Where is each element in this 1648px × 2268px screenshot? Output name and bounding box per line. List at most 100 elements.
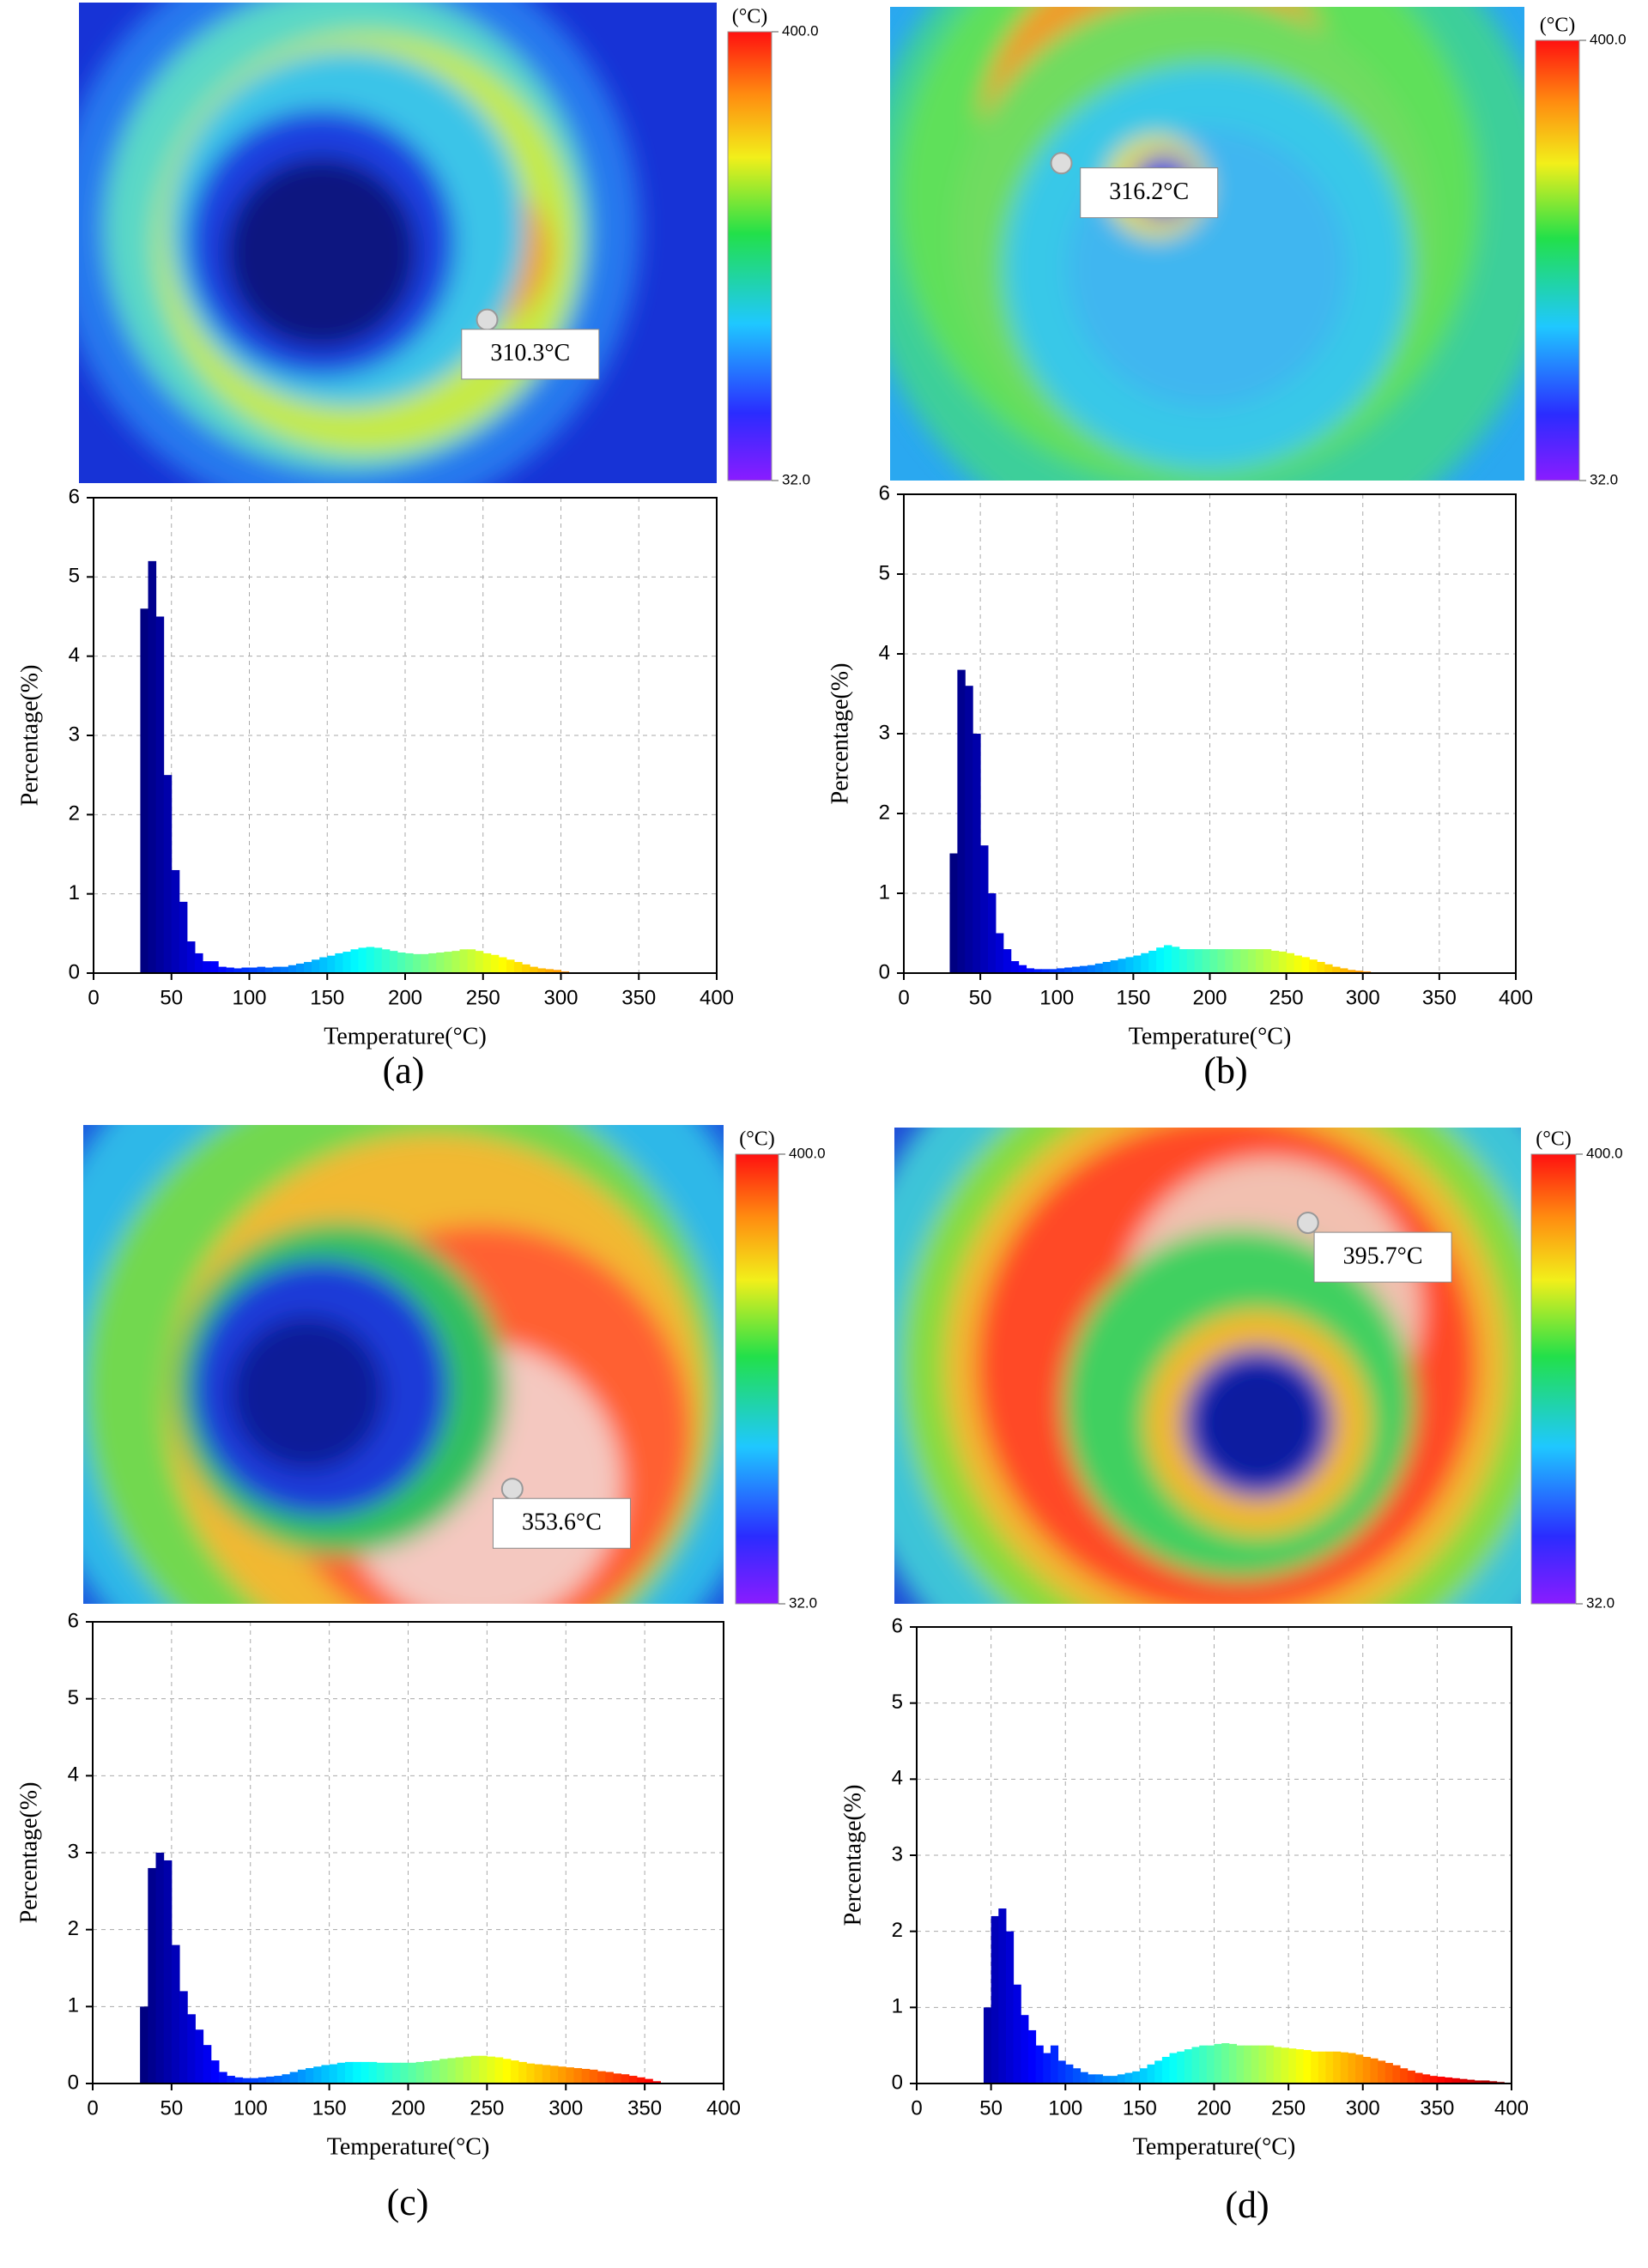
bar: [628, 2076, 638, 2084]
x-tick-label: 50: [969, 986, 992, 1009]
bar: [306, 2068, 314, 2084]
y-tick-label: 3: [69, 723, 80, 746]
bar: [289, 2071, 299, 2084]
bar: [226, 967, 234, 973]
bar: [1003, 949, 1012, 973]
y-tick-label: 2: [68, 1917, 79, 1940]
bar: [1354, 971, 1364, 973]
bar: [342, 952, 351, 973]
bar: [965, 686, 973, 973]
colorbar: [727, 31, 772, 481]
bar: [1244, 2045, 1252, 2084]
bar: [413, 953, 421, 973]
bar: [526, 2063, 535, 2084]
bar: [1258, 2045, 1267, 2084]
bar: [1467, 2079, 1475, 2084]
bar: [258, 2077, 267, 2084]
bar: [530, 966, 538, 973]
bar: [983, 2007, 992, 2084]
bar: [397, 952, 406, 973]
bar: [482, 953, 492, 973]
bar: [241, 967, 250, 973]
bar: [1295, 2049, 1304, 2084]
panel-label: (a): [383, 1049, 425, 1092]
x-tick-label: 250: [466, 986, 500, 1009]
bar: [1400, 2068, 1409, 2084]
thermal-image: [890, 7, 1524, 481]
bar: [455, 2057, 464, 2084]
y-tick-label: 2: [69, 802, 80, 826]
bar: [1270, 950, 1280, 973]
bar: [1325, 2051, 1334, 2084]
bar: [272, 966, 282, 973]
bar: [415, 2061, 425, 2084]
x-tick-label: 300: [543, 986, 578, 1009]
y-tick-label: 1: [879, 880, 890, 904]
y-tick-label: 1: [892, 1995, 903, 2018]
x-axis-label: Temperature(°C): [1129, 1023, 1292, 1049]
annotation: 310.3°C: [490, 340, 570, 366]
ring: [225, 156, 417, 348]
bar: [358, 947, 367, 973]
bar: [1133, 955, 1142, 973]
bar: [1080, 2071, 1088, 2084]
bar: [195, 2029, 204, 2084]
colorbar-tick-label: 32.0: [1586, 1594, 1615, 1611]
bar: [1164, 945, 1172, 973]
bar: [1057, 2060, 1066, 2084]
x-tick-label: 400: [700, 986, 734, 1009]
bar: [498, 957, 507, 973]
bar: [327, 955, 336, 973]
panel-label: (b): [1203, 1049, 1247, 1092]
bar: [995, 933, 1004, 973]
bar: [502, 2059, 512, 2084]
bar: [1186, 949, 1196, 973]
bar: [1199, 2045, 1208, 2084]
bar: [1088, 2074, 1096, 2084]
bar: [652, 2081, 661, 2084]
bar: [203, 2045, 212, 2084]
bar: [980, 845, 989, 973]
y-tick-label: 3: [68, 1840, 79, 1863]
bar: [494, 2057, 504, 2084]
bar: [566, 2067, 574, 2084]
annotation-box: [1080, 167, 1219, 219]
bar: [140, 608, 149, 973]
bar: [1118, 959, 1126, 973]
plot-frame: [93, 497, 718, 974]
bar: [1347, 970, 1356, 973]
bar: [274, 2076, 282, 2084]
x-tick-label: 300: [548, 2096, 583, 2120]
bar: [1124, 2072, 1133, 2084]
image-rings: [894, 1128, 1521, 1604]
colorbar-unit: (°C): [1540, 15, 1576, 37]
colorbar-tick-label: 400.0: [782, 22, 819, 39]
x-tick-label: 50: [979, 2096, 1003, 2120]
bar: [1065, 2064, 1074, 2084]
bar: [1384, 2063, 1393, 2084]
bar: [1154, 2060, 1163, 2084]
bar: [1294, 955, 1302, 973]
bar: [400, 2062, 409, 2084]
bar: [589, 2069, 598, 2084]
bar: [257, 966, 266, 973]
bar: [1286, 953, 1295, 973]
thermal-image: [79, 3, 717, 483]
bar: [1064, 967, 1073, 973]
bar: [1035, 2045, 1044, 2084]
bar: [392, 2062, 401, 2084]
bar: [148, 1867, 156, 2084]
x-tick-label: 300: [1346, 986, 1380, 1009]
annotation-box: [492, 1497, 631, 1549]
plot-frame: [903, 493, 1517, 974]
bar: [1156, 947, 1165, 973]
ring: [230, 1315, 385, 1470]
bar: [1043, 2053, 1051, 2084]
bar: [249, 967, 258, 973]
bar: [447, 2058, 457, 2084]
y-tick-label: 0: [879, 960, 890, 983]
bar: [295, 963, 305, 973]
y-axis-label: Percentage(%): [15, 1782, 42, 1924]
bar: [471, 2055, 480, 2084]
